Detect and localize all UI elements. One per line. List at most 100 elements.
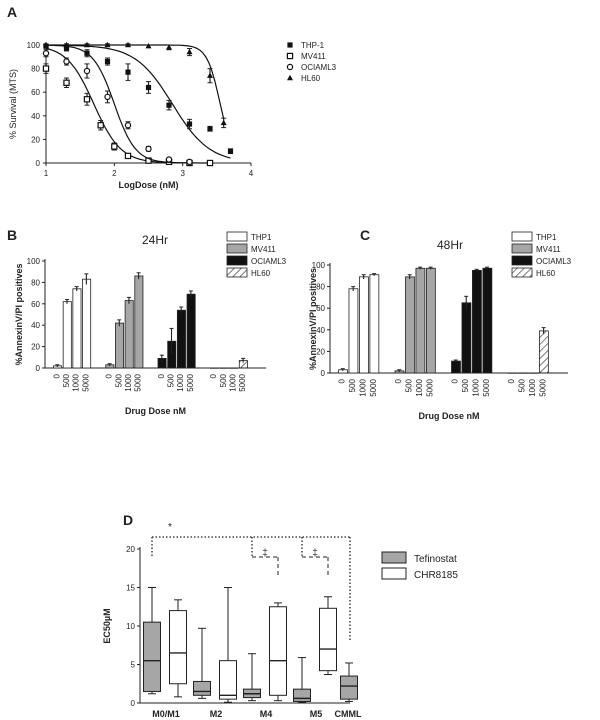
bar [62,301,72,369]
box [293,688,311,702]
dose-tick-label: 5000 [426,378,435,396]
bar [359,276,369,374]
dose-tick-label: 0 [394,378,403,383]
box [143,621,161,692]
data-point [186,48,193,55]
data-point [42,65,50,72]
y-axis-label: %AnnexinV/PI positives [14,263,24,365]
data-point [145,42,152,49]
dose-tick-label: 5000 [186,373,195,391]
legend-label: THP-1 [301,41,325,50]
bar [538,330,549,374]
data-point [111,143,118,150]
legend-swatch [511,243,533,254]
y-tick-label: 5 [131,661,136,670]
panel-label: A [7,4,17,20]
data-point [207,72,213,78]
box [193,680,211,696]
dose-tick-label: 1000 [415,378,424,396]
legend-label: OCIAML3 [301,63,337,72]
legend-label: HL60 [301,74,321,83]
data-point [186,121,193,127]
x-tick-label: 1 [44,169,49,178]
data-point [186,158,193,166]
x-tick-label: 2 [112,169,117,178]
data-point [43,41,49,48]
y-tick-label: 100 [312,261,326,270]
legend-swatch [381,551,407,564]
panel-label: B [7,227,17,243]
data-point [145,145,152,153]
bar [82,278,92,369]
legend-marker [287,74,293,81]
data-point [165,156,173,163]
dose-tick-label: 0 [105,373,114,378]
legend-label: HL60 [536,269,556,278]
y-tick-label: 0 [36,159,41,168]
fit-curve [45,44,231,159]
significance-dagger: ‡ [312,548,318,559]
bar [415,267,426,374]
dose-tick-label: 0 [157,373,166,378]
dose-tick-label: 1000 [228,373,237,391]
y-tick-label: 80 [31,65,40,74]
dose-tick-label: 5000 [238,373,247,391]
y-tick-label: 40 [31,112,40,121]
category-label: M0/M1 [152,709,180,719]
y-tick-label: 60 [31,88,40,97]
legend-label: MV411 [251,245,276,254]
legend-swatch [226,267,248,278]
data-point [206,159,214,167]
y-tick-label: 20 [126,545,135,554]
x-tick-label: 3 [180,169,185,178]
legend-swatch [381,567,407,580]
data-point [125,69,131,75]
dose-tick-label: 1000 [359,378,368,396]
data-point [227,148,234,154]
dose-tick-label: 500 [348,378,357,392]
bar [348,288,359,374]
y-tick-label: 20 [316,347,325,356]
panel-d-ec50-boxplot: D 0 5 10 15 20 EC50µM M0/M1 M2 M4 M5 CMML Tefinostat… [102,512,458,719]
dose-tick-label: 1000 [472,378,481,396]
data-point [42,50,50,57]
legend-label: OCIAML3 [251,257,287,266]
fit-curve [46,44,190,164]
legend-swatch [226,231,248,242]
box [169,610,187,685]
x-tick-label: 4 [249,169,254,178]
data-point [145,84,152,91]
data-point [166,44,172,50]
data-point [104,41,111,48]
fit-curve [46,44,225,120]
y-tick-label: 40 [316,326,325,335]
bar [425,267,436,374]
panel-label: C [360,227,370,243]
y-tick-label: 0 [321,369,326,378]
significance-dagger: ‡ [262,548,268,559]
box [269,606,287,696]
dose-tick-label: 500 [114,373,123,387]
data-point [124,122,132,129]
category-label: M5 [310,709,323,719]
data-point [220,119,227,126]
bar [115,322,125,369]
bar [72,288,82,369]
data-point [97,122,104,129]
box [319,607,337,672]
data-point [125,41,131,48]
bar [369,274,380,374]
legend-swatch [511,267,533,278]
dose-tick-label: 500 [62,373,71,387]
data-point [104,58,111,65]
y-tick-label: 0 [131,699,136,708]
dose-tick-label: 5000 [81,373,90,391]
legend-label: Tefinostat [414,554,457,565]
y-axis-label: % Survival (MTS) [8,69,18,139]
data-point [63,41,70,48]
y-tick-label: 100 [27,257,41,266]
legend-marker [286,63,294,71]
legend-label: THP1 [536,233,557,242]
dose-tick-label: 1000 [124,373,133,391]
